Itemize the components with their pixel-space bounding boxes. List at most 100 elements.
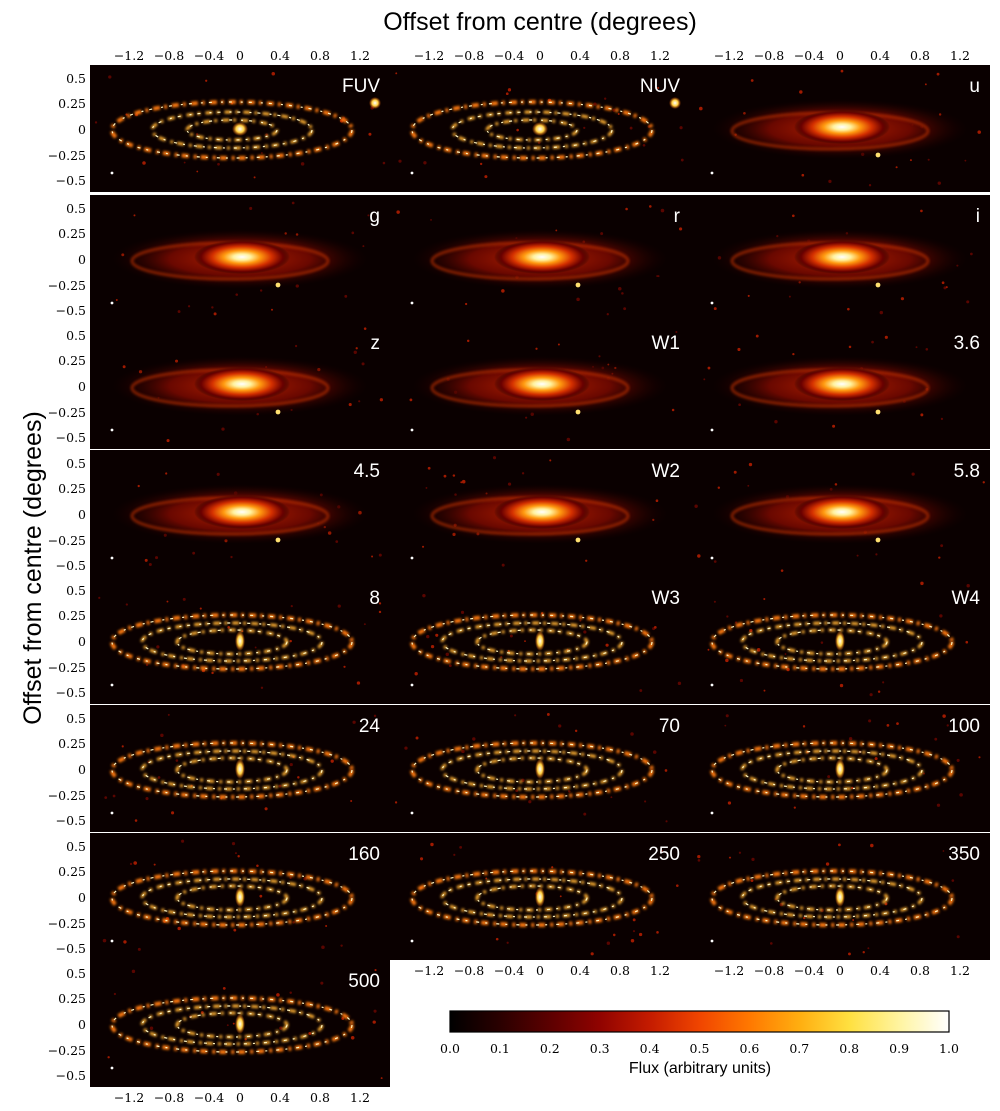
noise-speck [583, 126, 586, 130]
panel-W1: W1 [390, 322, 690, 449]
y-tick-label: −0.25 [48, 1043, 86, 1058]
noise-speck [869, 693, 873, 697]
y-tick-label: 0 [78, 890, 86, 905]
galaxy-bulge [494, 367, 590, 401]
colorbar: 0.0 0.1 0.2 0.3 0.4 0.5 0.6 0.7 0.8 0.9 1.0 Flux (… [440, 1010, 959, 1077]
band-label: FUV [342, 76, 380, 97]
noise-speck [253, 176, 256, 179]
x-tick-label: 0.4 [270, 1090, 290, 1105]
y-tick-label: 0.25 [58, 226, 86, 241]
marker-dot [710, 683, 714, 687]
band-label: W4 [952, 588, 981, 609]
noise-speck [485, 877, 488, 880]
noise-speck [799, 90, 803, 94]
marker-dot [410, 301, 414, 305]
y-tick-label: −0.5 [56, 558, 86, 573]
noise-speck [514, 714, 517, 717]
ring-knots [741, 750, 923, 790]
noise-speck [129, 862, 133, 866]
noise-speck [877, 690, 881, 693]
x-tick-label: 0.8 [910, 48, 930, 63]
noise-speck [725, 714, 729, 718]
noise-speck [300, 162, 305, 166]
x-tick-label: 0 [236, 1090, 244, 1105]
band-label: W3 [652, 588, 681, 609]
ring-knots [111, 870, 353, 926]
noise-speck [956, 758, 960, 762]
noise-speck [879, 310, 884, 315]
ring-knots [441, 622, 623, 662]
y-tick-label: −0.5 [56, 173, 86, 188]
noise-speck [107, 1056, 110, 1059]
noise-speck [335, 540, 339, 543]
y-tick-label: 0.5 [66, 966, 86, 981]
noise-speck [427, 466, 431, 470]
noise-speck [291, 201, 295, 205]
galaxy-bulge [794, 495, 890, 529]
noise-speck [425, 486, 428, 489]
noise-speck [256, 864, 259, 868]
panel-NUV: NUV [390, 65, 690, 192]
noise-speck [942, 714, 946, 718]
galaxy-bulge [194, 495, 290, 529]
noise-speck [430, 644, 435, 649]
noise-speck [166, 600, 169, 603]
band-label: 4.5 [354, 461, 380, 482]
noise-speck [131, 969, 136, 974]
noise-speck [713, 600, 716, 603]
noise-speck [820, 641, 824, 644]
noise-speck [747, 294, 750, 297]
noise-speck [289, 639, 292, 643]
y-tick-label: 0.5 [66, 839, 86, 854]
noise-speck [453, 853, 456, 856]
noise-speck [528, 800, 532, 804]
galaxy-core [535, 887, 545, 907]
noise-speck [308, 1032, 312, 1035]
noise-speck [697, 855, 701, 859]
noise-speck [361, 362, 365, 366]
noise-speck [289, 876, 292, 880]
ring-knots [111, 101, 353, 159]
noise-speck [862, 951, 865, 954]
marker-dot [110, 428, 114, 432]
noise-speck [199, 607, 202, 610]
noise-speck [966, 300, 970, 304]
ring-knots [411, 614, 653, 670]
ring-knots [141, 750, 323, 790]
y-tick-label: −0.25 [48, 405, 86, 420]
noise-speck [653, 626, 657, 629]
noise-speck [604, 97, 607, 100]
noise-speck [466, 339, 470, 343]
noise-speck [461, 479, 466, 484]
noise-speck [113, 992, 117, 996]
noise-speck [237, 855, 240, 858]
colorbar-tick-label: 0.8 [839, 1041, 859, 1056]
noise-speck [644, 800, 647, 803]
noise-speck [211, 306, 214, 309]
x-tick-label: 1.2 [350, 48, 370, 63]
x-tick-label: 1.2 [650, 48, 670, 63]
band-label: 70 [659, 716, 680, 737]
galaxy-core [835, 887, 845, 907]
noise-speck [341, 1017, 345, 1020]
noise-speck [213, 312, 217, 316]
noise-speck [703, 378, 706, 381]
noise-speck [461, 749, 465, 754]
noise-speck [264, 807, 268, 811]
noise-speck [941, 281, 945, 285]
noise-speck [707, 366, 711, 370]
noise-speck [395, 72, 398, 75]
marker-dot [110, 556, 114, 560]
panel-160: 160 [90, 833, 390, 960]
x-tick-label: −0.8 [154, 1090, 184, 1105]
noise-speck [868, 184, 872, 187]
galaxy-bulge [794, 367, 890, 401]
noise-speck [791, 214, 795, 218]
x-tick-label: −1.2 [414, 48, 444, 63]
noise-speck [524, 640, 526, 643]
y-tick-label: 0.5 [66, 456, 86, 471]
noise-speck [678, 227, 683, 231]
noise-speck [94, 121, 98, 124]
marker-dot [410, 171, 414, 175]
